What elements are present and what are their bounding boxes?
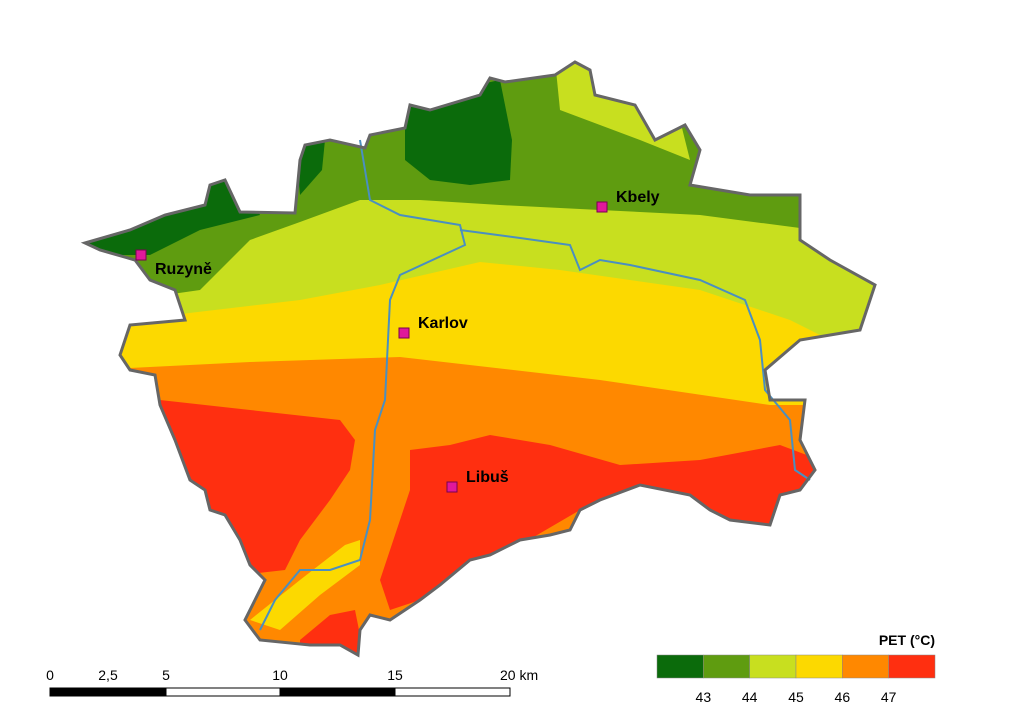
legend-label: 45	[788, 689, 804, 705]
station-label: Karlov	[418, 315, 468, 332]
scale-label: 15	[387, 667, 403, 683]
legend-swatch	[703, 654, 750, 679]
scale-segment	[394, 687, 511, 697]
river	[259, 139, 467, 631]
stations: Kbely Ruzyně Karlov Libuš	[135, 189, 660, 493]
scale-label: 0	[46, 667, 54, 683]
legend-title: PET (°C)	[879, 632, 935, 648]
river	[459, 229, 811, 481]
station-marker	[135, 249, 147, 261]
legend-swatch	[749, 654, 797, 679]
scale-label: 10	[272, 667, 288, 683]
legend-swatch	[795, 654, 843, 679]
legend-swatch	[888, 654, 936, 679]
legend-swatch	[656, 654, 704, 679]
scale-bar: 0 2,5 5 10 15 20 km	[46, 667, 538, 697]
legend-label: 44	[742, 689, 758, 705]
station-marker	[398, 327, 410, 339]
legend-label: 46	[835, 689, 851, 705]
scale-label: 20 km	[500, 667, 538, 683]
city-boundary	[80, 60, 877, 658]
legend-label: 43	[696, 689, 712, 705]
scale-segment	[165, 687, 281, 697]
legend: PET (°C) 43 44 45 46 47	[656, 632, 936, 705]
legend-label: 47	[881, 689, 897, 705]
station-label: Kbely	[616, 189, 660, 206]
scale-label: 2,5	[98, 667, 118, 683]
scale-segment	[279, 687, 396, 697]
scale-segment	[49, 687, 167, 697]
station-label: Ruzyně	[155, 261, 212, 278]
pet-zone	[405, 80, 512, 185]
pet-zone	[380, 435, 820, 610]
station-label: Libuš	[466, 469, 509, 486]
rivers	[259, 139, 811, 631]
pet-zone	[250, 540, 360, 630]
scale-label: 5	[162, 667, 170, 683]
station-marker	[446, 481, 458, 493]
station-marker	[596, 201, 608, 213]
legend-swatch	[842, 654, 889, 679]
